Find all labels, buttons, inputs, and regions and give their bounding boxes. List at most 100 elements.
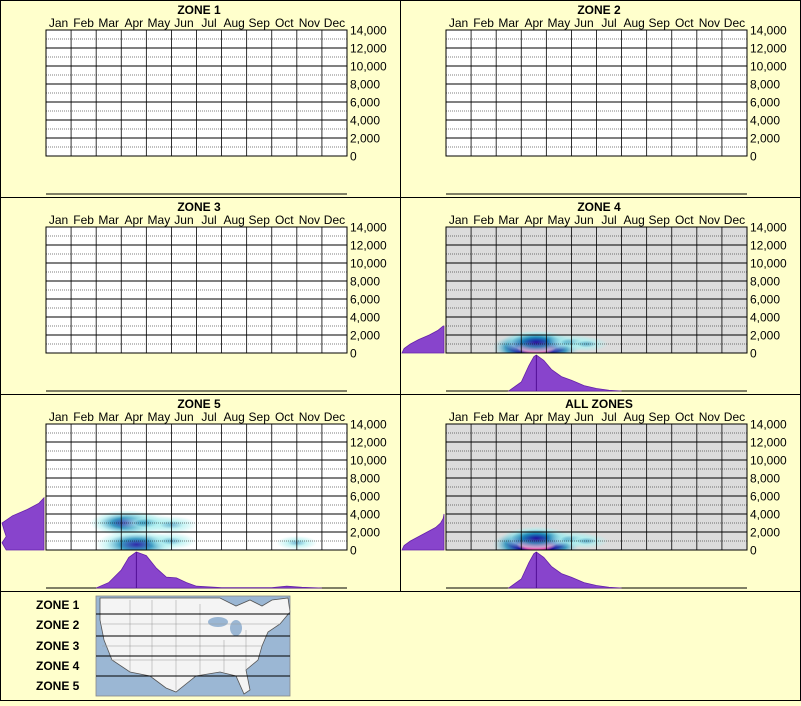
month-label: Dec	[724, 16, 745, 30]
zone-legend-label: ZONE 5	[36, 679, 80, 693]
month-label: Dec	[724, 213, 745, 227]
zone-title: ALL ZONES	[565, 397, 633, 411]
month-label: Sep	[649, 410, 671, 424]
y-tick-label: 8,000	[750, 78, 780, 92]
month-label: May	[548, 16, 571, 30]
month-label: Sep	[249, 213, 271, 227]
y-tick-label: 10,000	[750, 60, 787, 74]
month-label: May	[148, 213, 171, 227]
month-label: Jan	[49, 213, 68, 227]
month-label: Jul	[601, 16, 616, 30]
month-label: Feb	[473, 213, 494, 227]
month-label: Jul	[601, 213, 616, 227]
month-label: Apr	[124, 16, 143, 30]
zone-legend-label: ZONE 3	[36, 639, 80, 653]
y-tick-label: 2,000	[750, 329, 780, 343]
y-tick-label: 14,000	[750, 221, 787, 235]
y-tick-label: 6,000	[350, 490, 380, 504]
y-tick-label: 4,000	[350, 114, 380, 128]
month-label: Dec	[724, 410, 745, 424]
plot-border	[445, 29, 748, 157]
y-tick-label: 8,000	[350, 472, 380, 486]
plot-border	[45, 29, 348, 157]
y-tick-label: 2,000	[750, 526, 780, 540]
zone-title: ZONE 3	[177, 200, 221, 214]
month-label: Feb	[473, 410, 494, 424]
y-tick-label: 14,000	[750, 24, 787, 38]
y-tick-label: 14,000	[750, 418, 787, 432]
y-tick-label: 0	[350, 150, 357, 164]
y-tick-label: 10,000	[350, 454, 387, 468]
zone-panel-3: ZONE 3 Jan Feb Mar Apr May Jun Jul Aug Sep Oct Nov D…	[45, 200, 387, 392]
map-lake	[230, 620, 242, 636]
y-tick-label: 4,000	[750, 311, 780, 325]
y-tick-label: 6,000	[750, 490, 780, 504]
month-label: Apr	[524, 16, 543, 30]
month-label: Apr	[524, 410, 543, 424]
month-label: Jan	[449, 410, 468, 424]
y-tick-label: 12,000	[750, 436, 787, 450]
y-tick-label: 0	[750, 544, 757, 558]
month-label: Nov	[699, 16, 720, 30]
month-label: Aug	[223, 16, 244, 30]
zone-title: ZONE 4	[577, 200, 621, 214]
y-tick-label: 8,000	[750, 472, 780, 486]
month-label: Apr	[124, 213, 143, 227]
y-tick-label: 4,000	[350, 508, 380, 522]
month-label: Jul	[201, 16, 216, 30]
zone-legend-label: ZONE 2	[36, 618, 80, 632]
y-tick-label: 6,000	[350, 96, 380, 110]
us-map-icon	[95, 595, 291, 697]
map-lake	[208, 617, 228, 627]
month-label: Jan	[449, 16, 468, 30]
y-tick-label: 8,000	[750, 275, 780, 289]
month-density-curve	[96, 551, 322, 589]
y-tick-label: 10,000	[350, 60, 387, 74]
month-label: May	[548, 410, 571, 424]
month-label: Sep	[249, 410, 271, 424]
y-tick-label: 0	[350, 347, 357, 361]
plot-border	[45, 226, 348, 354]
y-tick-label: 10,000	[750, 257, 787, 271]
y-tick-label: 4,000	[750, 114, 780, 128]
month-label: Jun	[174, 213, 193, 227]
zone-panel-2: ZONE 2 Jan Feb Mar Apr May Jun Jul Aug Sep Oct Nov D…	[445, 3, 787, 195]
month-label: Jun	[174, 410, 193, 424]
month-label: Oct	[275, 410, 294, 424]
month-label: May	[548, 213, 571, 227]
zone-panel-5: ZONE 5 Jan Feb Mar Apr May Jun Jul Aug Sep Oct Nov D…	[1, 397, 387, 589]
month-label: Oct	[675, 213, 694, 227]
map-border	[95, 595, 291, 697]
month-label: Mar	[98, 410, 119, 424]
month-label: Dec	[324, 213, 345, 227]
y-tick-label: 10,000	[350, 257, 387, 271]
month-label: Dec	[324, 16, 345, 30]
y-tick-label: 10,000	[750, 454, 787, 468]
zone-panel-4: ZONE 4 Jan Feb Mar Apr May Jun Jul Aug Sep Oct Nov D…	[401, 200, 787, 392]
zone-title: ZONE 2	[577, 3, 621, 17]
month-label: Oct	[675, 16, 694, 30]
month-label: Jul	[601, 410, 616, 424]
elevation-density-curve	[401, 325, 445, 354]
month-label: Dec	[324, 410, 345, 424]
month-label: Jan	[49, 16, 68, 30]
month-label: Jun	[574, 410, 593, 424]
month-label: Jun	[574, 213, 593, 227]
month-label: Jun	[174, 16, 193, 30]
y-tick-label: 12,000	[350, 239, 387, 253]
y-tick-label: 2,000	[750, 132, 780, 146]
month-label: Jul	[201, 213, 216, 227]
month-label: Apr	[524, 213, 543, 227]
zone-legend: ZONE 1 ZONE 2 ZONE 3 ZONE 4 ZONE 5	[36, 595, 291, 697]
month-label: Oct	[275, 213, 294, 227]
month-label: Jan	[449, 213, 468, 227]
month-label: Feb	[73, 16, 94, 30]
month-label: Aug	[623, 16, 644, 30]
y-tick-label: 12,000	[350, 436, 387, 450]
month-label: Aug	[223, 410, 244, 424]
y-tick-label: 6,000	[750, 293, 780, 307]
month-label: Jul	[201, 410, 216, 424]
y-tick-label: 6,000	[750, 96, 780, 110]
